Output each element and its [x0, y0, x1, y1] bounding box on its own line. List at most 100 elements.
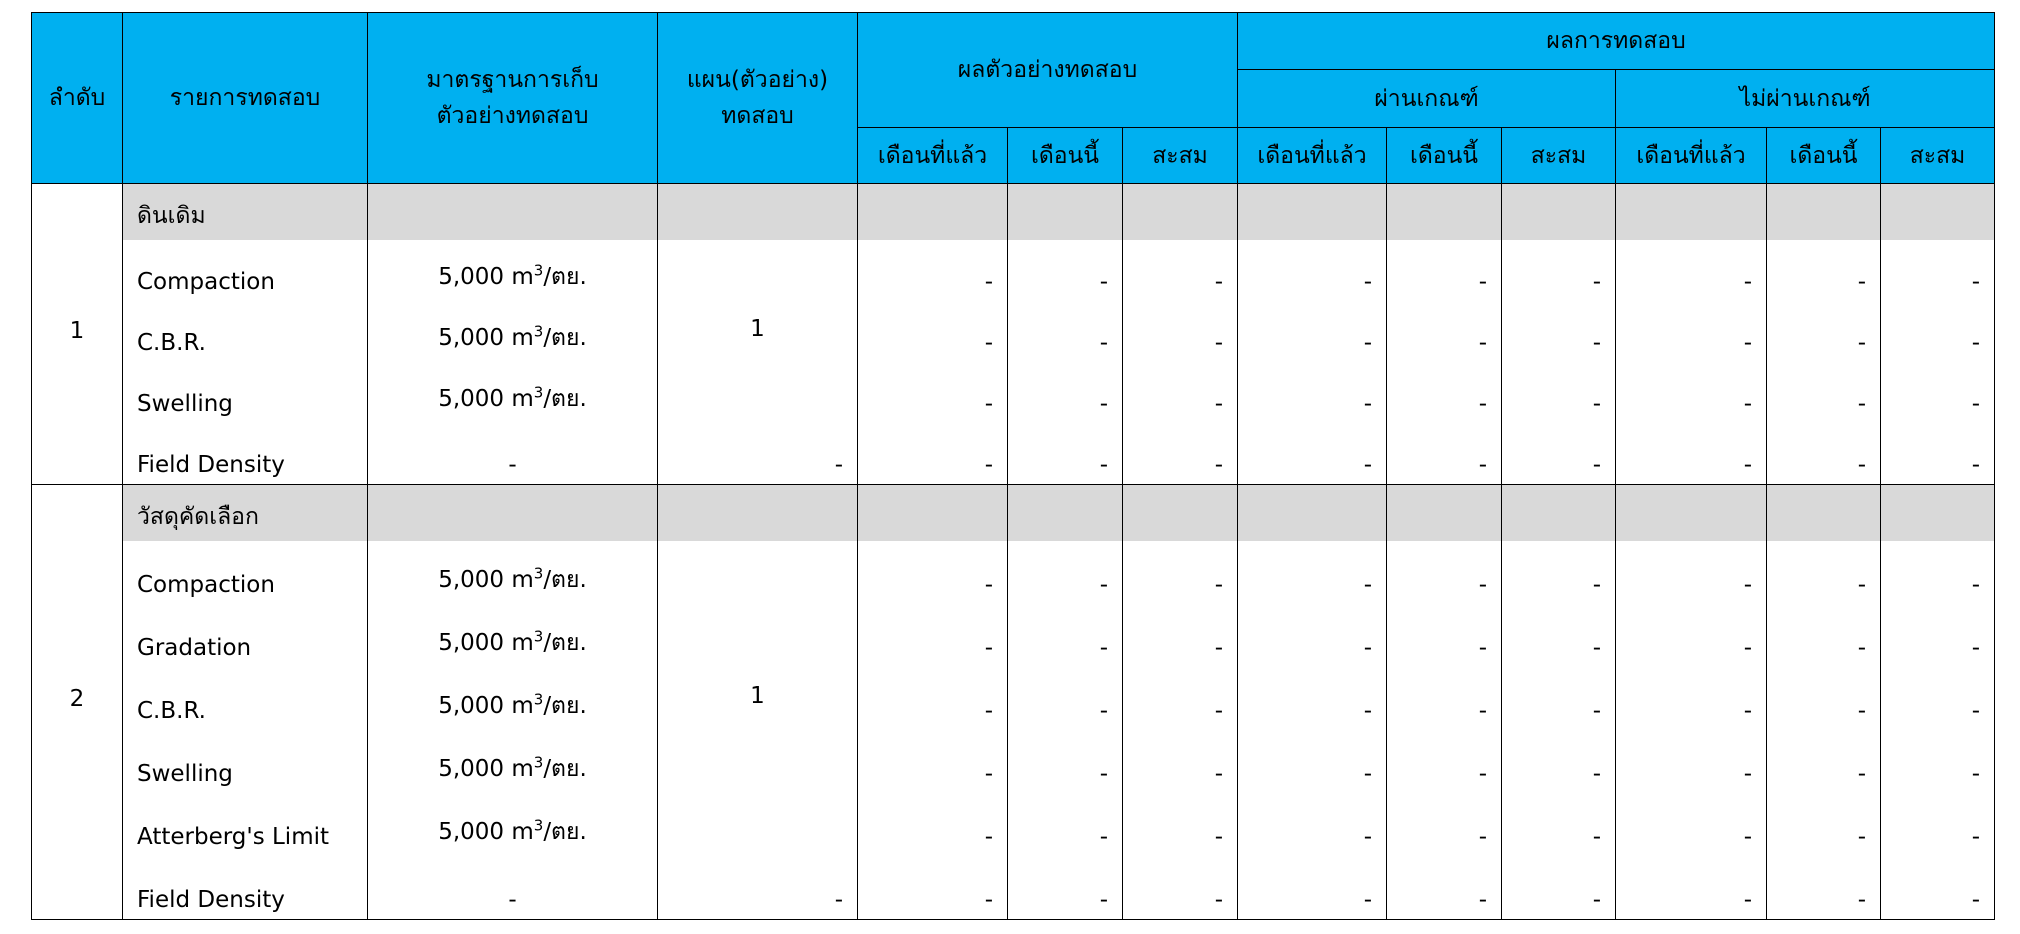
value-cell: - [1386, 423, 1502, 485]
standard-base: 5,000 m [438, 693, 534, 719]
value-cell: - [857, 423, 1008, 485]
sampling-standard: 5,000 m3/ตย. [367, 301, 658, 362]
header-plan: แผน(ตัวอย่าง) ทดสอบ [657, 12, 858, 184]
header-pass: ผ่านเกณฑ์ [1237, 69, 1616, 128]
value-cell: - [857, 667, 1008, 730]
value-cell: - [1766, 730, 1881, 793]
standard-suffix: /ตย. [543, 325, 587, 351]
value-cell: - [1501, 362, 1616, 423]
standard-suffix: /ตย. [543, 630, 587, 656]
value-cell: - [1237, 541, 1387, 604]
value-cell: - [1386, 301, 1502, 362]
value-cell: - [1122, 856, 1238, 920]
value-cell: - [1007, 793, 1123, 856]
value-cell: - [1501, 423, 1616, 485]
standard-base: 5,000 m [438, 630, 534, 656]
table-row: Swelling 5,000 m3/ตย. - - - - - - - - - [32, 730, 1996, 793]
value-cell: - [1386, 667, 1502, 730]
value-cell: - [1237, 793, 1387, 856]
value-cell: - [1615, 667, 1767, 730]
value-cell: - [857, 730, 1008, 793]
value-cell: - [1879, 793, 1996, 856]
table-row: Field Density - - - - - - - - - - - [32, 423, 1996, 485]
value-cell: - [1007, 362, 1123, 423]
value-cell: - [1879, 301, 1996, 362]
value-cell: - [1007, 301, 1123, 362]
value-cell: - [1386, 730, 1502, 793]
value-cell: - [1615, 604, 1767, 667]
sampling-standard: 5,000 m3/ตย. [367, 362, 658, 423]
value-cell: - [1007, 423, 1123, 485]
group-label: วัสดุคัดเลือก [122, 484, 368, 541]
group-empty-cell [1386, 484, 1502, 541]
table-row: C.B.R. 5,000 m3/ตย. - - - - - - - - - [32, 667, 1996, 730]
value-cell: - [1122, 423, 1238, 485]
table-body: 1 ดินเดิม Compaction 5,000 m3/ตย. 1- - - - - - - - -… [31, 183, 1996, 920]
standard-exponent: 3 [533, 383, 544, 402]
group-empty-cell [1615, 484, 1767, 541]
value-cell: - [1766, 856, 1881, 920]
group-empty-cell [657, 183, 858, 240]
value-cell: - [857, 793, 1008, 856]
test-name: Swelling [122, 730, 368, 793]
value-cell: - [1766, 793, 1881, 856]
value-cell: - [1501, 301, 1616, 362]
standard-exponent: 3 [533, 564, 544, 583]
value-cell: - [1237, 423, 1387, 485]
value-cell: - [1766, 541, 1881, 604]
test-name: Swelling [122, 362, 368, 423]
value-cell: - [1007, 667, 1123, 730]
value-cell: - [1766, 301, 1881, 362]
test-name: Gradation [122, 604, 368, 667]
table-row: C.B.R. 5,000 m3/ตย. - - - - - - - - - [32, 301, 1996, 362]
value-cell: - [1237, 856, 1387, 920]
group-empty-cell [1766, 484, 1881, 541]
value-cell: - [1386, 240, 1502, 301]
group-label: ดินเดิม [122, 183, 368, 240]
sampling-standard: 5,000 m3/ตย. [367, 240, 658, 301]
value-cell: - [1879, 362, 1996, 423]
standard-exponent: 3 [533, 816, 544, 835]
value-cell: - [1615, 793, 1767, 856]
value-cell: - [1122, 667, 1238, 730]
group-row: 1 ดินเดิม [31, 183, 1996, 485]
value-cell: - [1237, 362, 1387, 423]
table-row: Gradation 5,000 m3/ตย. - - - - - - - - - [32, 604, 1996, 667]
sampling-standard: 5,000 m3/ตย. [367, 604, 658, 667]
header-standard-line1: มาตรฐานการเก็บ [426, 67, 599, 93]
sampling-standard: 5,000 m3/ตย. [367, 667, 658, 730]
value-cell: - [1237, 604, 1387, 667]
value-cell: - [1007, 604, 1123, 667]
value-cell: - [1879, 604, 1996, 667]
standard-suffix: /ตย. [543, 756, 587, 782]
sampling-standard: - [367, 423, 658, 485]
group-row: 2 วัสดุคัดเลือก [31, 484, 1996, 920]
header-sub-this-month: เดือนนี้ [1766, 127, 1881, 184]
value-cell: - [1766, 423, 1881, 485]
plan-count: 1 [657, 240, 858, 423]
table-header: ลำดับ รายการทดสอบ มาตรฐานการเก็บ ตัวอย่าง… [31, 12, 1996, 184]
header-test-results: ผลการทดสอบ [1236, 12, 1996, 70]
value-cell: - [1122, 240, 1238, 301]
header-standard: มาตรฐานการเก็บ ตัวอย่างทดสอบ [367, 12, 658, 184]
value-cell: - [1237, 730, 1387, 793]
value-cell: - [1879, 730, 1996, 793]
value-cell: - [1879, 541, 1996, 604]
value-cell: - [1122, 730, 1238, 793]
plan-count: - [657, 423, 858, 485]
header-sub-last-month: เดือนที่แล้ว [1615, 127, 1767, 184]
group-empty-cell [857, 183, 1008, 240]
table-row: Swelling 5,000 m3/ตย. - - - - - - - - - [32, 362, 1996, 423]
group-empty-cell [1386, 183, 1502, 240]
group-empty-cell [367, 484, 658, 541]
standard-exponent: 3 [533, 690, 544, 709]
header-plan-line1: แผน(ตัวอย่าง) [686, 67, 829, 93]
standard-base: 5,000 m [438, 819, 534, 845]
header-fail: ไม่ผ่านเกณฑ์ [1614, 69, 1996, 128]
header-sub-last-month: เดือนที่แล้ว [1237, 127, 1387, 184]
value-cell: - [1879, 856, 1996, 920]
value-cell: - [857, 604, 1008, 667]
standard-suffix: /ตย. [543, 567, 587, 593]
value-cell: - [1501, 604, 1616, 667]
table-row: Atterberg's Limit 5,000 m3/ตย. - - - - - - - - - [32, 793, 1996, 856]
